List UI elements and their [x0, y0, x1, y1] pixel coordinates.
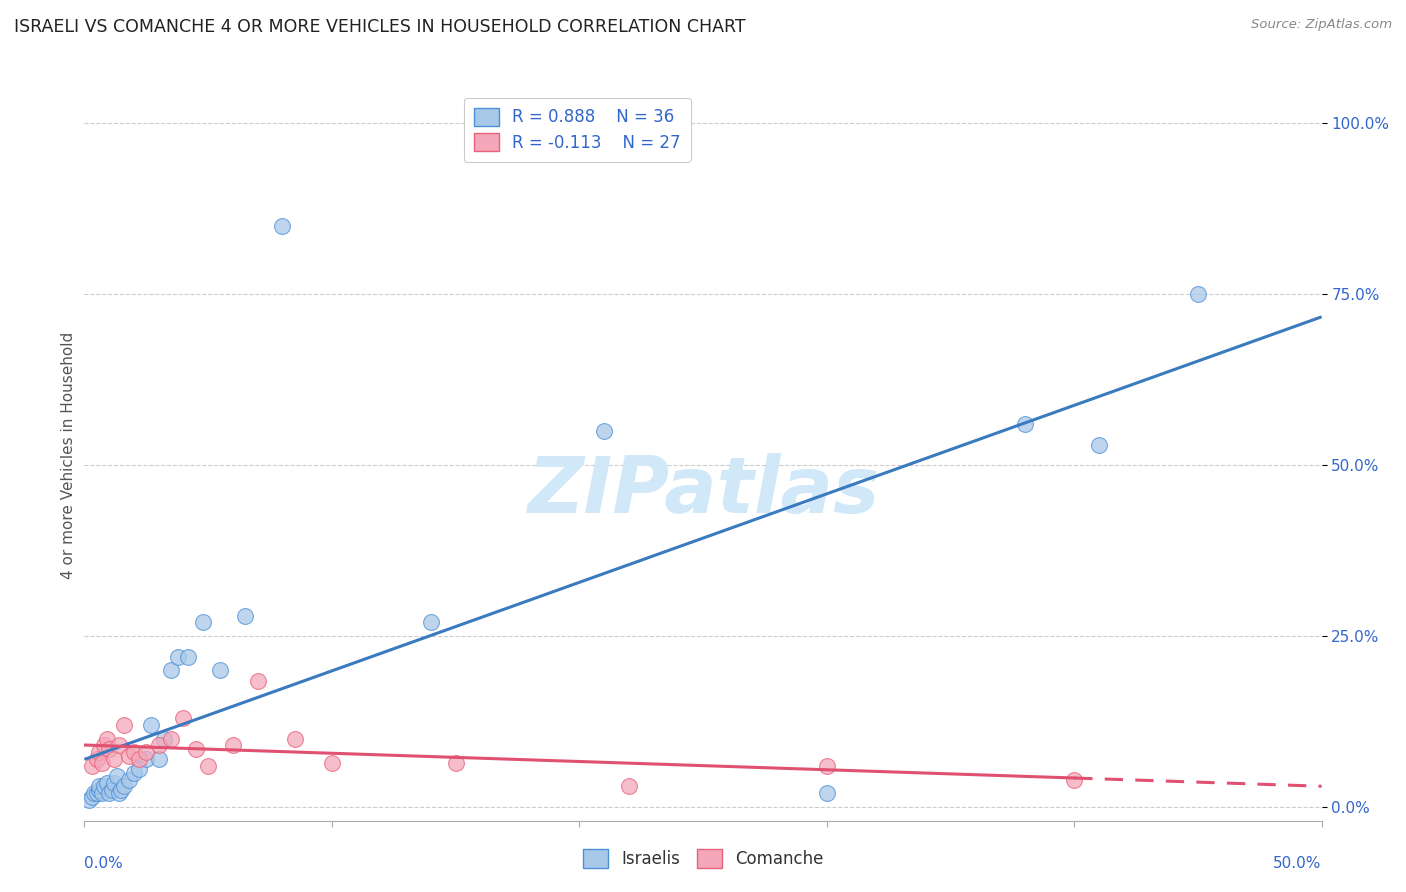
Point: [141, 718, 163, 732]
Point: [100, 783, 122, 797]
Point: [284, 731, 307, 746]
Point: [177, 649, 200, 664]
Point: [160, 731, 183, 746]
Text: 50.0%: 50.0%: [1274, 856, 1322, 871]
Point: [233, 608, 256, 623]
Point: [122, 745, 145, 759]
Point: [593, 424, 616, 438]
Point: [118, 748, 141, 763]
Point: [167, 649, 190, 664]
Point: [89, 783, 111, 797]
Text: 0.0%: 0.0%: [84, 856, 124, 871]
Point: [135, 752, 157, 766]
Point: [122, 765, 145, 780]
Point: [90, 756, 112, 770]
Legend: R = 0.888    N = 36, R = -0.113    N = 27: R = 0.888 N = 36, R = -0.113 N = 27: [464, 97, 690, 161]
Point: [184, 742, 207, 756]
Point: [321, 756, 343, 770]
Point: [172, 711, 194, 725]
Point: [617, 780, 640, 794]
Point: [1088, 438, 1111, 452]
Point: [419, 615, 441, 630]
Point: [80, 789, 103, 804]
Point: [1063, 772, 1085, 787]
Y-axis label: 4 or more Vehicles in Household: 4 or more Vehicles in Household: [60, 331, 76, 579]
Point: [86, 752, 108, 766]
Text: Source: ZipAtlas.com: Source: ZipAtlas.com: [1251, 18, 1392, 31]
Point: [246, 673, 269, 688]
Point: [118, 772, 141, 787]
Point: [89, 780, 111, 794]
Point: [108, 786, 131, 800]
Point: [86, 786, 108, 800]
Point: [110, 783, 132, 797]
Point: [209, 663, 232, 677]
Point: [148, 739, 170, 753]
Point: [148, 752, 170, 766]
Point: [135, 745, 157, 759]
Legend: Israelis, Comanche: Israelis, Comanche: [576, 843, 830, 875]
Point: [108, 739, 131, 753]
Text: ISRAELI VS COMANCHE 4 OR MORE VEHICLES IN HOUSEHOLD CORRELATION CHART: ISRAELI VS COMANCHE 4 OR MORE VEHICLES I…: [14, 18, 745, 36]
Point: [90, 786, 112, 800]
Point: [160, 663, 183, 677]
Point: [98, 742, 121, 756]
Point: [128, 763, 150, 777]
Point: [197, 759, 219, 773]
Point: [444, 756, 467, 770]
Point: [222, 739, 245, 753]
Point: [271, 219, 294, 233]
Point: [191, 615, 214, 630]
Point: [105, 769, 128, 783]
Point: [80, 759, 103, 773]
Point: [152, 731, 174, 746]
Text: ZIPatlas: ZIPatlas: [527, 453, 879, 530]
Point: [103, 752, 125, 766]
Point: [83, 786, 105, 800]
Point: [89, 745, 111, 759]
Point: [96, 731, 118, 746]
Point: [96, 776, 118, 790]
Point: [1014, 417, 1036, 432]
Point: [815, 759, 838, 773]
Point: [1187, 287, 1209, 301]
Point: [815, 786, 838, 800]
Point: [93, 780, 115, 794]
Point: [112, 780, 135, 794]
Point: [128, 752, 150, 766]
Point: [93, 739, 115, 753]
Point: [112, 718, 135, 732]
Point: [103, 776, 125, 790]
Point: [79, 793, 101, 807]
Point: [98, 786, 121, 800]
